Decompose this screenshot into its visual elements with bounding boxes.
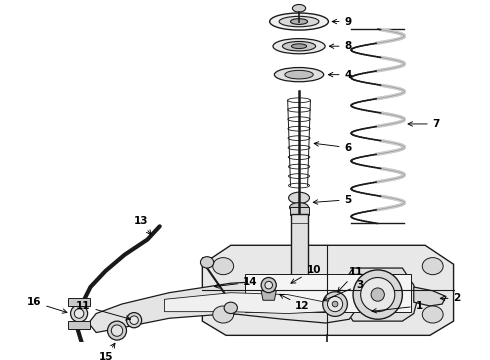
Ellipse shape <box>74 309 84 318</box>
Ellipse shape <box>291 19 308 24</box>
Text: 6: 6 <box>314 142 352 153</box>
Ellipse shape <box>261 278 276 293</box>
Ellipse shape <box>323 292 347 316</box>
Ellipse shape <box>270 13 328 30</box>
Text: 12: 12 <box>280 294 310 311</box>
Text: 2: 2 <box>441 293 461 303</box>
Bar <box>68 321 91 329</box>
Bar <box>290 207 309 215</box>
Text: 13: 13 <box>133 216 151 235</box>
Polygon shape <box>342 268 417 321</box>
Polygon shape <box>245 274 411 312</box>
Polygon shape <box>89 280 359 333</box>
Ellipse shape <box>224 302 238 314</box>
Ellipse shape <box>130 316 138 324</box>
Text: 16: 16 <box>26 297 67 313</box>
Text: 14: 14 <box>215 277 258 288</box>
Polygon shape <box>202 245 454 336</box>
Ellipse shape <box>371 288 384 301</box>
Ellipse shape <box>126 312 142 328</box>
Ellipse shape <box>213 306 234 323</box>
Text: 15: 15 <box>98 343 115 360</box>
Ellipse shape <box>111 325 122 336</box>
Ellipse shape <box>107 321 126 340</box>
Text: 11: 11 <box>338 267 364 292</box>
Polygon shape <box>165 293 325 314</box>
Ellipse shape <box>200 257 214 268</box>
Ellipse shape <box>265 281 272 289</box>
Ellipse shape <box>279 16 319 27</box>
Ellipse shape <box>274 68 324 82</box>
Ellipse shape <box>327 297 343 312</box>
Polygon shape <box>414 287 446 306</box>
Polygon shape <box>261 291 276 300</box>
Text: 4: 4 <box>328 69 352 80</box>
Ellipse shape <box>422 306 443 323</box>
Ellipse shape <box>422 258 443 275</box>
Text: 10: 10 <box>291 265 321 283</box>
Ellipse shape <box>285 70 313 79</box>
Ellipse shape <box>290 203 309 212</box>
Text: 11: 11 <box>76 301 130 320</box>
Bar <box>68 298 91 306</box>
Text: 7: 7 <box>408 119 440 129</box>
Text: 8: 8 <box>329 41 352 51</box>
Ellipse shape <box>71 305 88 322</box>
Ellipse shape <box>353 270 402 319</box>
Ellipse shape <box>282 41 316 51</box>
Ellipse shape <box>213 258 234 275</box>
Ellipse shape <box>273 39 325 54</box>
Text: 5: 5 <box>313 195 352 205</box>
Bar <box>291 214 308 294</box>
Ellipse shape <box>289 192 310 203</box>
Polygon shape <box>278 290 320 318</box>
Ellipse shape <box>361 278 395 312</box>
Text: 9: 9 <box>332 17 352 27</box>
Ellipse shape <box>292 44 307 49</box>
Ellipse shape <box>293 4 306 12</box>
Text: 17: 17 <box>0 359 1 360</box>
Ellipse shape <box>332 301 338 307</box>
Text: 1: 1 <box>372 301 423 313</box>
Text: 3: 3 <box>323 280 363 301</box>
